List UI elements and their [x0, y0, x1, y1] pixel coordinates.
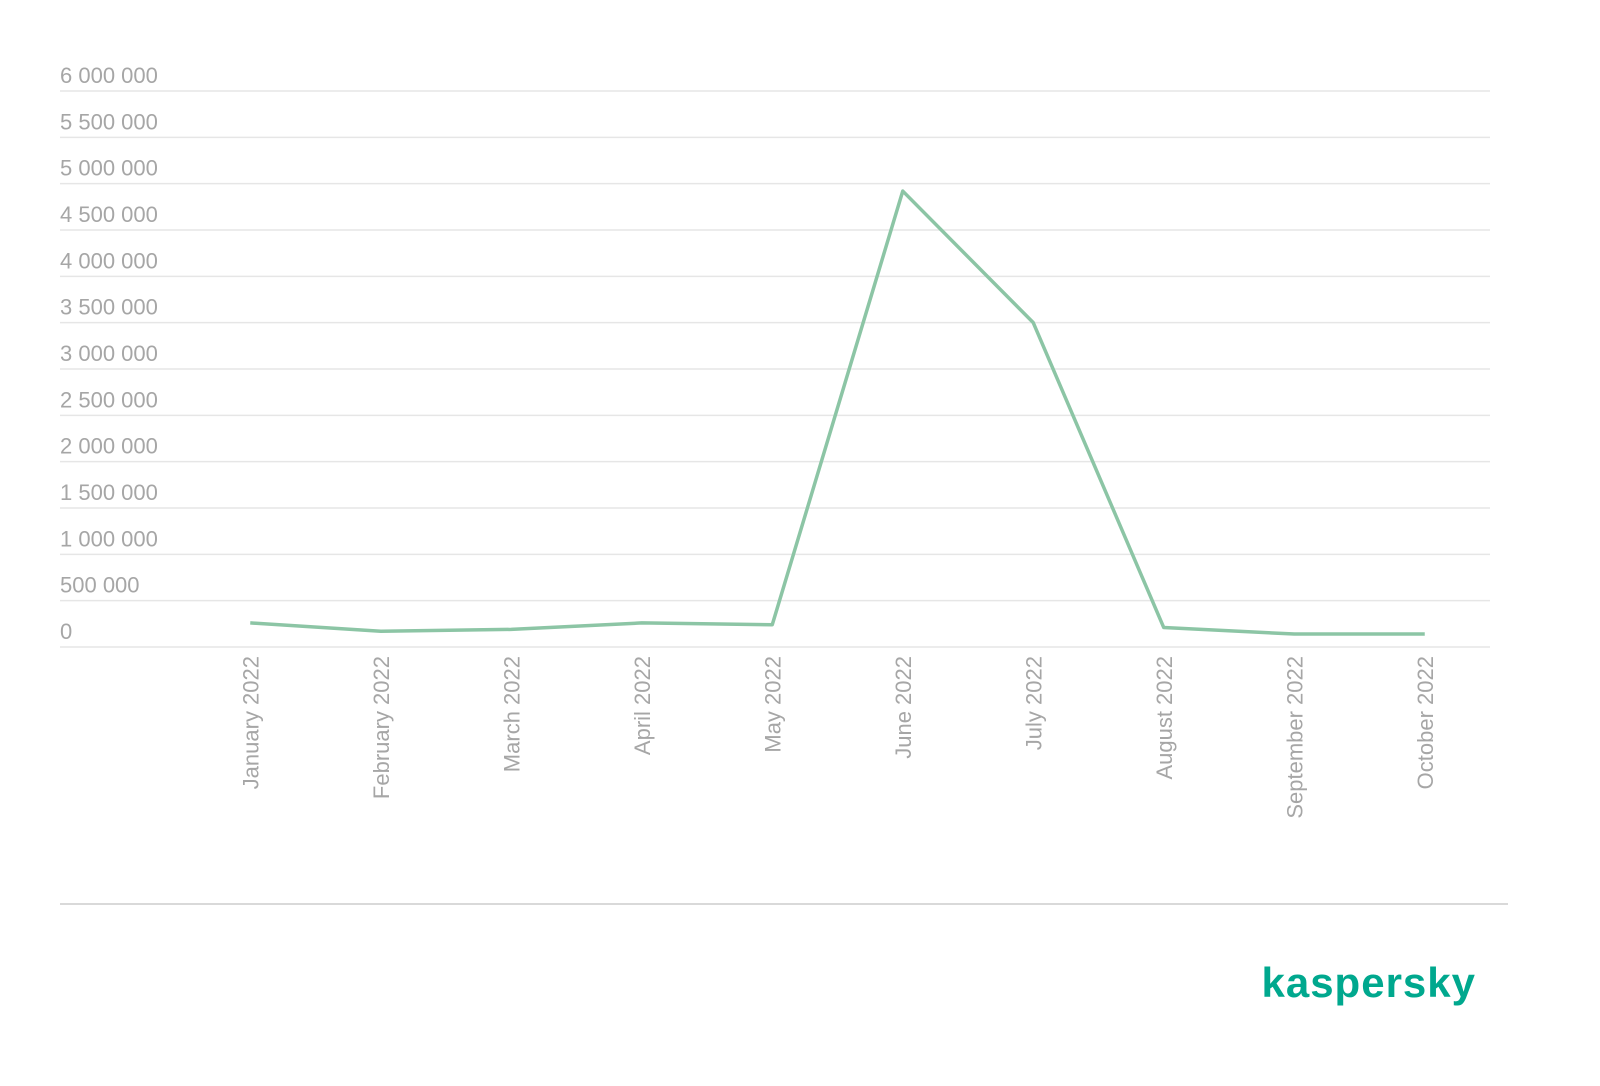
y-tick-label: 500 000: [60, 573, 140, 598]
x-tick-label: January 2022: [238, 656, 263, 789]
x-tick-label: May 2022: [760, 656, 785, 753]
x-tick-label: February 2022: [369, 656, 394, 799]
x-tick-label: August 2022: [1152, 656, 1177, 780]
y-tick-label: 0: [60, 619, 72, 644]
y-tick-label: 5 000 000: [60, 156, 158, 181]
y-tick-label: 4 500 000: [60, 202, 158, 227]
y-tick-label: 2 000 000: [60, 434, 158, 459]
line-series: [250, 189, 1425, 636]
x-tick-label: June 2022: [891, 656, 916, 759]
y-tick-label: 6 000 000: [60, 63, 158, 88]
y-tick-label: 4 000 000: [60, 248, 158, 273]
x-tick-label: October 2022: [1413, 656, 1438, 789]
y-tick-label: 3 500 000: [60, 295, 158, 320]
y-tick-label: 1 500 000: [60, 480, 158, 505]
y-tick-label: 5 500 000: [60, 109, 158, 134]
logo: kaspersky: [1261, 959, 1476, 1006]
x-tick-label: September 2022: [1282, 656, 1307, 819]
x-tick-label: March 2022: [499, 656, 524, 772]
x-tick-label: April 2022: [630, 656, 655, 755]
y-tick-label: 3 000 000: [60, 341, 158, 366]
y-tick-label: 1 000 000: [60, 526, 158, 551]
x-tick-label: July 2022: [1021, 656, 1046, 750]
y-tick-label: 2 500 000: [60, 387, 158, 412]
